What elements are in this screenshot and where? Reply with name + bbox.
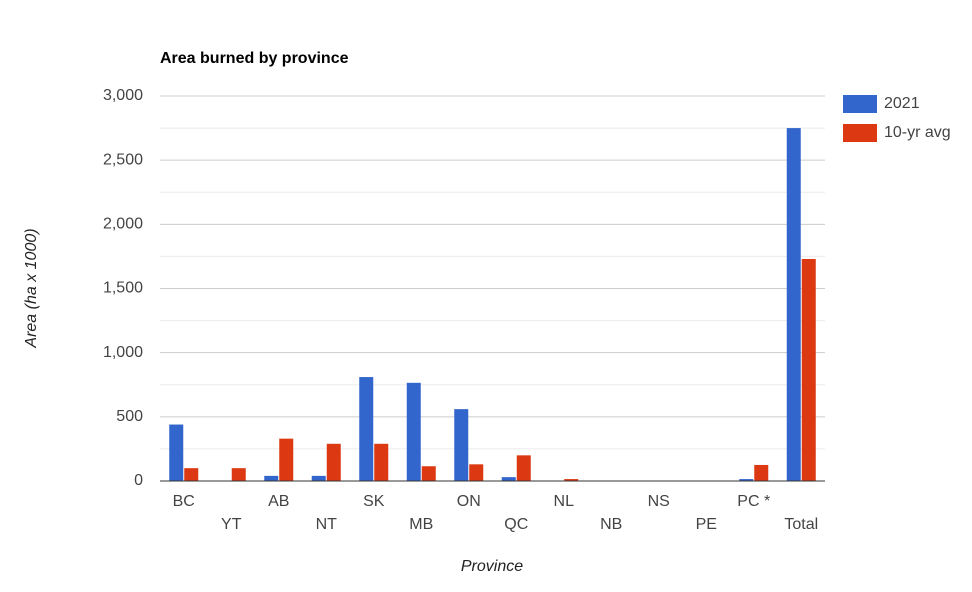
y-tick-label: 3,000: [103, 87, 143, 104]
chart-title: Area burned by province: [160, 50, 349, 67]
bar: [454, 409, 469, 481]
x-tick-label: BC: [173, 493, 195, 510]
bar: [231, 468, 246, 481]
x-tick-label: PE: [696, 516, 717, 533]
bar: [359, 377, 374, 481]
x-tick-label: PC *: [737, 493, 770, 510]
bar: [421, 466, 436, 481]
y-axis-title: Area (ha x 1000): [23, 228, 40, 348]
bar: [311, 475, 326, 481]
bar: [786, 128, 801, 482]
x-tick-label: SK: [363, 493, 385, 510]
x-tick-label: YT: [221, 516, 242, 533]
x-tick-label: Total: [784, 516, 818, 533]
legend-label: 2021: [884, 95, 920, 112]
bar: [169, 424, 184, 481]
bar: [564, 479, 579, 481]
y-tick-label: 2,000: [103, 216, 143, 233]
bar: [374, 443, 389, 481]
legend-label: 10-yr avg: [884, 124, 951, 141]
x-tick-label: NS: [648, 493, 670, 510]
bar: [754, 464, 769, 481]
x-tick-label: NL: [554, 493, 575, 510]
x-tick-label: ON: [457, 493, 481, 510]
y-tick-label: 1,000: [103, 344, 143, 361]
x-tick-label: AB: [268, 493, 289, 510]
bar: [406, 382, 421, 481]
bar: [264, 475, 279, 481]
bar: [516, 455, 531, 481]
bar: [469, 464, 484, 481]
legend-swatch: [843, 95, 877, 113]
y-tick-label: 1,500: [103, 280, 143, 297]
bar: [501, 477, 516, 481]
bar: [184, 468, 199, 481]
bar: [739, 479, 754, 481]
bar: [801, 258, 816, 481]
x-axis-title: Province: [461, 558, 523, 575]
y-tick-label: 2,500: [103, 151, 143, 168]
bar: [279, 438, 294, 481]
x-tick-label: QC: [504, 516, 528, 533]
x-tick-label: NB: [600, 516, 622, 533]
legend-swatch: [843, 124, 877, 142]
x-tick-label: NT: [316, 516, 338, 533]
x-tick-label: MB: [409, 516, 433, 533]
bar: [326, 443, 341, 481]
y-tick-label: 0: [134, 472, 143, 489]
y-tick-label: 500: [116, 408, 143, 425]
